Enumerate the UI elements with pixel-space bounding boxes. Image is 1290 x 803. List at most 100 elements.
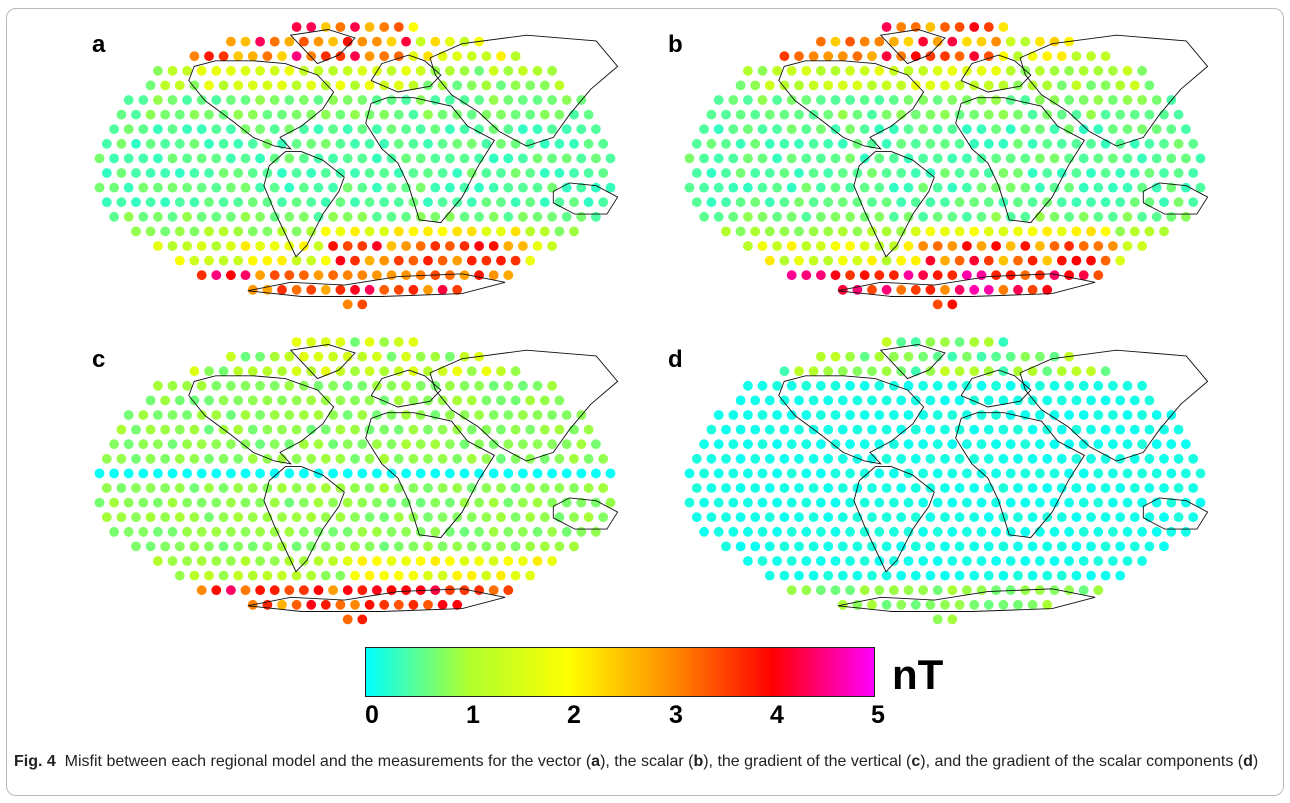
misfit-point bbox=[976, 270, 987, 281]
misfit-point bbox=[1071, 51, 1082, 62]
misfit-point bbox=[204, 366, 214, 377]
misfit-point bbox=[430, 556, 441, 566]
misfit-point bbox=[1049, 351, 1060, 362]
misfit-point bbox=[364, 512, 375, 523]
misfit-point bbox=[204, 255, 214, 266]
misfit-point bbox=[401, 270, 411, 281]
misfit-point bbox=[874, 182, 885, 193]
misfit-point bbox=[684, 497, 695, 508]
misfit-point bbox=[532, 380, 543, 391]
misfit-point bbox=[496, 483, 506, 493]
misfit-point bbox=[801, 124, 812, 135]
misfit-point bbox=[830, 526, 841, 537]
misfit-point bbox=[896, 395, 907, 406]
misfit-point bbox=[764, 541, 775, 552]
misfit-point bbox=[357, 614, 368, 625]
misfit-point bbox=[808, 80, 819, 91]
misfit-point bbox=[1086, 168, 1096, 178]
misfit-point bbox=[903, 497, 914, 508]
misfit-point bbox=[1027, 483, 1038, 493]
misfit-point bbox=[437, 453, 448, 464]
misfit-point bbox=[364, 366, 375, 377]
misfit-point bbox=[335, 22, 346, 32]
misfit-point bbox=[240, 211, 251, 222]
misfit-point bbox=[691, 512, 702, 523]
figure-frame bbox=[6, 8, 1284, 796]
misfit-point bbox=[1100, 109, 1111, 120]
misfit-point bbox=[372, 124, 382, 135]
misfit-point bbox=[211, 65, 222, 76]
misfit-point bbox=[277, 541, 287, 552]
misfit-point bbox=[510, 109, 521, 120]
misfit-point bbox=[204, 168, 214, 178]
misfit-point bbox=[896, 337, 907, 347]
misfit-point bbox=[415, 410, 426, 420]
misfit-point bbox=[1093, 241, 1104, 251]
misfit-point bbox=[1108, 65, 1118, 76]
misfit-point bbox=[910, 512, 921, 523]
misfit-point bbox=[211, 241, 222, 251]
misfit-point bbox=[269, 182, 280, 193]
misfit-point bbox=[342, 556, 353, 566]
misfit-point bbox=[342, 36, 353, 47]
misfit-point bbox=[845, 182, 855, 193]
misfit-point bbox=[547, 95, 557, 105]
panel-label-d: d bbox=[668, 346, 683, 373]
misfit-point bbox=[1100, 51, 1111, 62]
misfit-point bbox=[189, 453, 200, 464]
misfit-point bbox=[320, 255, 331, 266]
misfit-point bbox=[1071, 226, 1082, 237]
misfit-point bbox=[350, 599, 360, 610]
misfit-point bbox=[1093, 380, 1104, 391]
misfit-point bbox=[889, 526, 899, 537]
misfit-point bbox=[299, 241, 309, 251]
misfit-point bbox=[415, 153, 426, 164]
misfit-point bbox=[379, 453, 390, 464]
misfit-point bbox=[940, 337, 950, 347]
misfit-point bbox=[233, 255, 244, 266]
misfit-point bbox=[976, 241, 987, 251]
misfit-point bbox=[233, 541, 244, 552]
misfit-point bbox=[94, 153, 105, 164]
misfit-point bbox=[372, 270, 382, 281]
misfit-point bbox=[983, 284, 994, 295]
misfit-point bbox=[342, 270, 353, 281]
misfit-point bbox=[772, 497, 782, 508]
misfit-point bbox=[925, 599, 936, 610]
misfit-point bbox=[255, 241, 265, 251]
misfit-point bbox=[240, 351, 251, 362]
misfit-point bbox=[874, 497, 885, 508]
misfit-point bbox=[1013, 512, 1023, 523]
misfit-point bbox=[437, 168, 448, 178]
misfit-point bbox=[306, 284, 317, 295]
colorbar-tick: 3 bbox=[669, 701, 683, 729]
misfit-point bbox=[445, 211, 455, 222]
misfit-point bbox=[569, 109, 579, 120]
misfit-point bbox=[459, 153, 470, 164]
misfit-point bbox=[837, 512, 848, 523]
misfit-point bbox=[554, 226, 565, 237]
misfit-point bbox=[1020, 351, 1031, 362]
misfit-point bbox=[350, 366, 360, 377]
misfit-point bbox=[335, 80, 346, 91]
misfit-point bbox=[357, 124, 368, 135]
misfit-point bbox=[845, 439, 855, 450]
misfit-point bbox=[539, 80, 550, 91]
misfit-point bbox=[525, 453, 536, 464]
misfit-point bbox=[764, 80, 775, 91]
misfit-point bbox=[525, 541, 536, 552]
misfit-point bbox=[547, 497, 557, 508]
misfit-point bbox=[539, 197, 550, 208]
misfit-point bbox=[1122, 410, 1133, 420]
misfit-point bbox=[991, 556, 1001, 566]
misfit-point bbox=[881, 541, 892, 552]
misfit-point bbox=[991, 241, 1001, 251]
misfit-point bbox=[518, 95, 528, 105]
misfit-point bbox=[699, 439, 709, 450]
misfit-point bbox=[1166, 182, 1177, 193]
misfit-point bbox=[393, 453, 404, 464]
misfit-point bbox=[189, 483, 200, 493]
misfit-point bbox=[786, 380, 797, 391]
misfit-point bbox=[991, 95, 1001, 105]
misfit-point bbox=[131, 512, 141, 523]
